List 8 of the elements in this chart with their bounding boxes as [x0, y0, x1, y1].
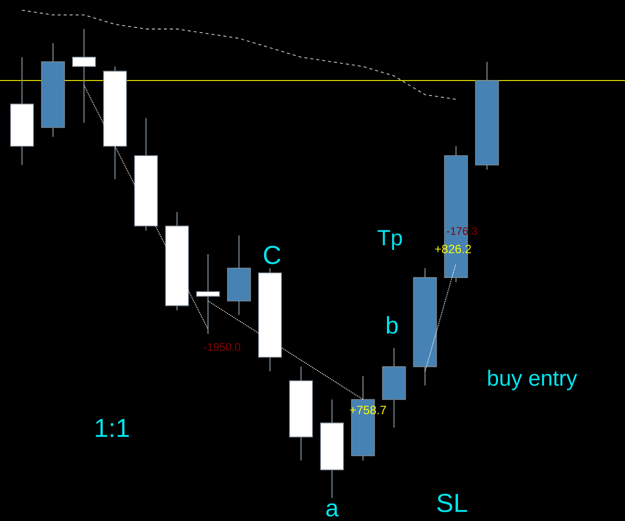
- annotation: 1:1: [96, 419, 129, 437]
- text: a: [326, 503, 339, 517]
- annotation: SL: [437, 494, 468, 512]
- annotation: C: [264, 246, 280, 264]
- annotation: -1950.0: [204, 343, 240, 351]
- annotation: Tp: [378, 230, 402, 250]
- annotation: buy entry: [488, 370, 578, 390]
- annotation: b: [386, 316, 398, 334]
